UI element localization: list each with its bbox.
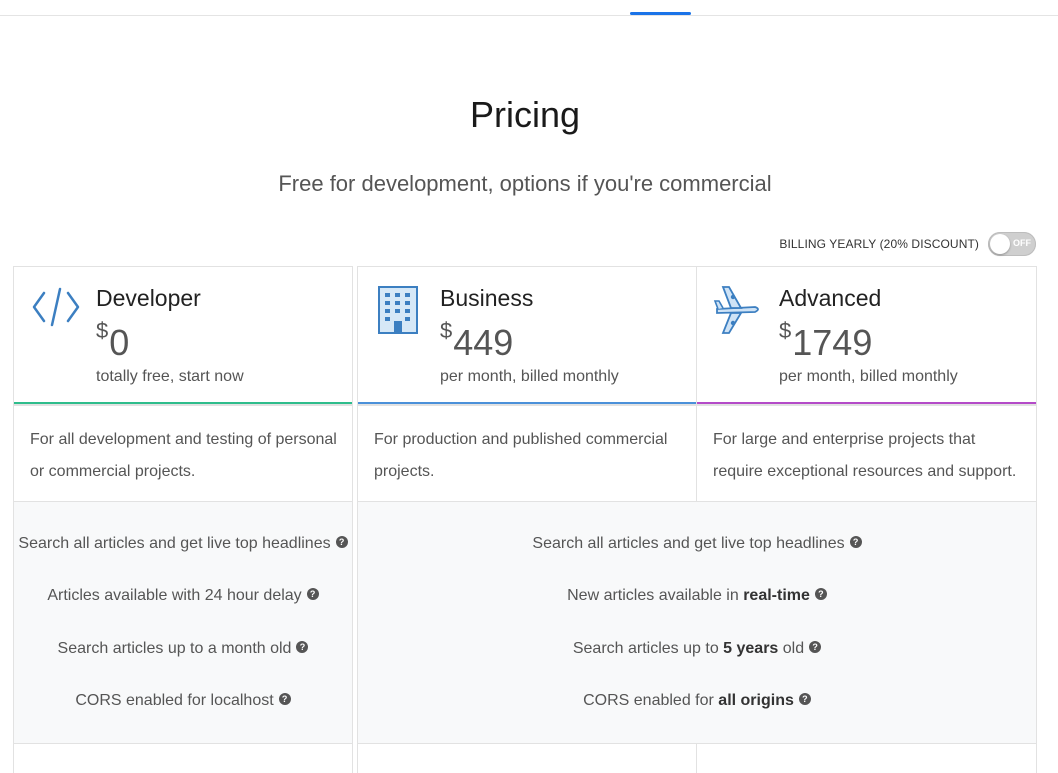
plan-period: per month, billed monthly: [779, 368, 958, 385]
plan-description: For large and enterprise projects that r…: [713, 431, 1017, 480]
billing-yearly-label: BILLING YEARLY (20% DISCOUNT): [779, 237, 979, 251]
feature-text: Search articles up to: [572, 640, 724, 657]
feature-highlight: all origins: [718, 692, 794, 709]
feature-highlight: real-time: [743, 587, 810, 604]
help-icon[interactable]: ?: [278, 693, 291, 705]
code-icon: [30, 285, 82, 334]
feature-item: CORS enabled for localhost?: [14, 692, 352, 710]
feature-item: Search articles up to a month old?: [14, 640, 352, 658]
feature-text-suffix: old: [778, 640, 805, 657]
plan-footer-developer: [13, 743, 353, 773]
page-subtitle: Free for development, options if you're …: [278, 171, 772, 196]
help-icon[interactable]: ?: [798, 693, 811, 705]
price-amount: 0: [109, 322, 130, 363]
feature-text: New articles available in: [567, 587, 744, 604]
price-amount: 1749: [792, 322, 873, 363]
price-amount: 449: [453, 322, 514, 363]
currency-symbol: $: [779, 318, 792, 343]
help-icon[interactable]: ?: [335, 536, 348, 548]
page-title: Pricing: [469, 94, 581, 135]
feature-item: Search articles up to 5 years old?: [358, 640, 1036, 658]
features-developer: Search all articles and get live top hea…: [13, 502, 353, 744]
currency-symbol: $: [440, 318, 453, 343]
plan-name: Developer: [96, 285, 201, 311]
help-icon[interactable]: ?: [814, 588, 827, 600]
feature-text: Search all articles and get live top hea…: [18, 535, 331, 552]
feature-item: Articles available with 24 hour delay?: [14, 587, 352, 605]
feature-item: CORS enabled for all origins?: [358, 692, 1036, 710]
plan-period: totally free, start now: [96, 368, 244, 385]
plan-accent-bar: [697, 402, 1036, 404]
features-paid-plans: Search all articles and get live top hea…: [357, 502, 1037, 744]
plan-description-advanced: For large and enterprise projects that r…: [696, 405, 1037, 502]
help-icon[interactable]: ?: [809, 641, 822, 653]
plan-description: For all development and testing of perso…: [30, 431, 337, 480]
plan-price: $1749: [779, 314, 872, 364]
plan-accent-bar: [358, 402, 696, 404]
plan-price: $449: [440, 314, 513, 364]
plan-description: For production and published commercial …: [374, 431, 668, 480]
airplane-icon: [713, 285, 763, 340]
top-divider: [0, 15, 1058, 16]
plan-period: per month, billed monthly: [440, 368, 619, 385]
feature-text: Search articles up to a month old: [57, 640, 292, 657]
help-icon[interactable]: ?: [296, 641, 309, 653]
billing-yearly-toggle[interactable]: OFF: [988, 232, 1036, 256]
feature-text: CORS enabled for localhost: [75, 692, 274, 709]
building-icon: [376, 285, 420, 340]
feature-item: New articles available in real-time?: [358, 587, 1036, 605]
plan-footer-advanced: [696, 743, 1037, 773]
feature-text: Articles available with 24 hour delay: [47, 587, 302, 604]
feature-text: CORS enabled for: [583, 692, 719, 709]
help-icon[interactable]: ?: [306, 588, 319, 600]
feature-item: Search all articles and get live top hea…: [14, 535, 352, 553]
plan-name: Advanced: [779, 285, 882, 311]
help-icon[interactable]: ?: [849, 536, 862, 548]
plan-accent-bar: [14, 402, 352, 404]
plan-card-business: Business $449 per month, billed monthly: [357, 266, 697, 405]
feature-text: Search all articles and get live top hea…: [532, 535, 845, 552]
plan-card-advanced: Advanced $1749 per month, billed monthly: [696, 266, 1037, 405]
active-nav-indicator: [630, 12, 691, 15]
currency-symbol: $: [96, 318, 109, 343]
feature-item: Search all articles and get live top hea…: [358, 535, 1036, 553]
plan-price: $0: [96, 314, 129, 364]
plan-card-developer: Developer $0 totally free, start now: [13, 266, 353, 405]
plan-name: Business: [440, 285, 534, 311]
plan-footer-business: [357, 743, 697, 773]
toggle-state-text: OFF: [1013, 238, 1031, 248]
toggle-knob: [990, 234, 1010, 254]
plan-description-business: For production and published commercial …: [357, 405, 697, 502]
billing-toggle-row: BILLING YEARLY (20% DISCOUNT) OFF: [779, 232, 1036, 256]
plan-description-developer: For all development and testing of perso…: [13, 405, 353, 502]
feature-highlight: 5 years: [723, 640, 779, 657]
